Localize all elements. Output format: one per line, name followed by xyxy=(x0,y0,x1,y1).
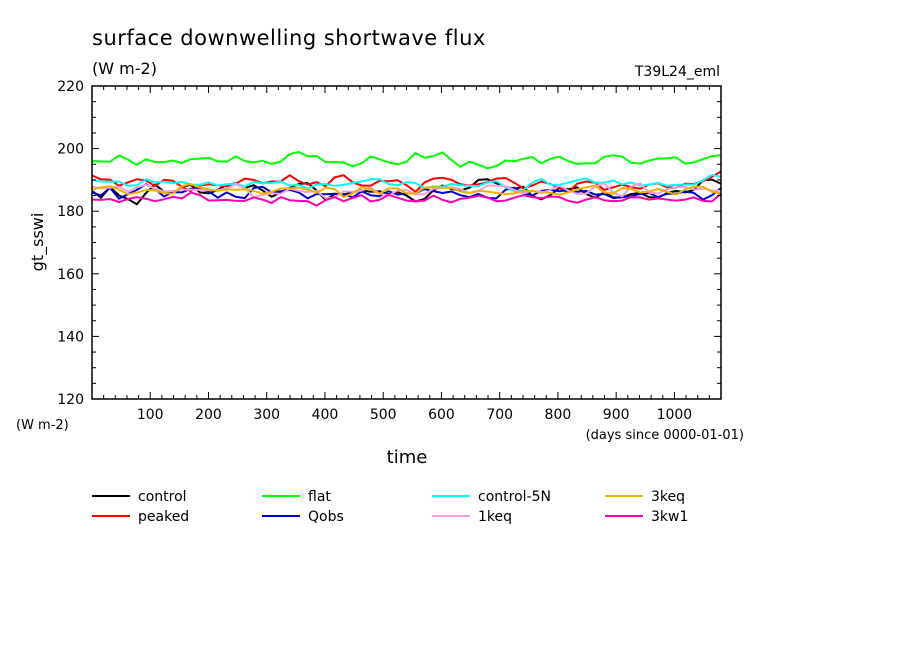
y-tick-label: 120 xyxy=(57,392,84,408)
y-axis-ticks: 120 140 160 180 200 220 xyxy=(57,79,721,408)
y-tick-label: 180 xyxy=(57,204,84,220)
series-line-3keq xyxy=(91,183,722,198)
legend-label: flat xyxy=(308,489,331,505)
x-axis-unit: (days since 0000-01-01) xyxy=(586,428,744,443)
legend-label: 3kw1 xyxy=(651,509,688,525)
series-line-peaked xyxy=(91,170,722,194)
series-line-flat xyxy=(91,151,722,170)
y-tick-label: 220 xyxy=(57,79,84,95)
legend-label: control-5N xyxy=(478,489,551,505)
legend-item-3kw1: 3kw1 xyxy=(605,509,688,525)
legend-item-peaked: peaked xyxy=(92,509,189,525)
legend-item-1keq: 1keq xyxy=(432,509,512,525)
x-tick-label: 500 xyxy=(370,407,397,423)
x-tick-label: 900 xyxy=(603,407,630,423)
plot-lines xyxy=(91,151,722,207)
legend-label: peaked xyxy=(138,509,189,525)
y-axis-label: gt_sswi xyxy=(28,213,48,272)
y-tick-label: 140 xyxy=(57,329,84,345)
x-tick-label: 300 xyxy=(253,407,280,423)
x-tick-label: 1000 xyxy=(657,407,693,423)
series-line-3kw1 xyxy=(91,191,722,207)
x-tick-label: 400 xyxy=(312,407,339,423)
chart-legend: control peaked flat Qobs control-5N 1keq 3keq 3… xyxy=(92,489,688,525)
chart-title: surface downwelling shortwave flux xyxy=(92,26,486,50)
plot-frame xyxy=(91,85,722,400)
x-axis-label: time xyxy=(387,447,428,468)
series-line-1keq xyxy=(91,182,722,200)
legend-item-flat: flat xyxy=(262,489,331,505)
run-label: T39L24_eml xyxy=(634,64,720,80)
x-tick-label: 800 xyxy=(545,407,572,423)
legend-item-control: control xyxy=(92,489,187,505)
y-tick-label: 160 xyxy=(57,267,84,283)
y-axis-unit: (W m-2) xyxy=(16,418,69,433)
legend-item-Qobs: Qobs xyxy=(262,509,344,525)
x-tick-label: 600 xyxy=(428,407,455,423)
series-line-control-5N xyxy=(91,173,722,193)
y-tick-label: 200 xyxy=(57,142,84,158)
legend-item-control-5N: control-5N xyxy=(432,489,551,505)
x-axis-ticks: 100 200 300 400 500 600 700 800 900 1000 xyxy=(103,86,710,423)
legend-item-3keq: 3keq xyxy=(605,489,685,505)
x-tick-label: 700 xyxy=(486,407,513,423)
legend-label: control xyxy=(138,489,187,505)
chart-subtitle: (W m-2) xyxy=(92,59,157,78)
x-tick-label: 100 xyxy=(137,407,164,423)
legend-label: Qobs xyxy=(308,509,344,525)
x-tick-label: 200 xyxy=(195,407,222,423)
legend-label: 1keq xyxy=(478,509,512,525)
legend-label: 3keq xyxy=(651,489,685,505)
